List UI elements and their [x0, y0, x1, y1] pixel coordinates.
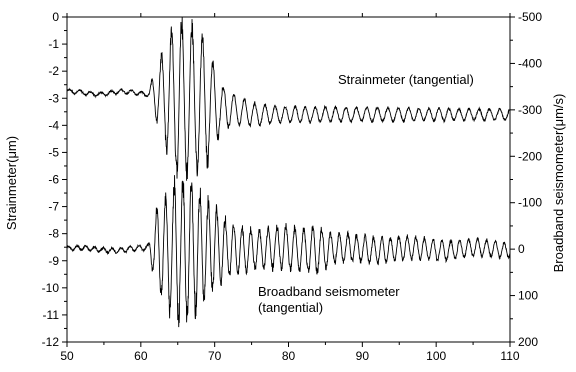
- right-tick-label: -500: [518, 10, 542, 24]
- seismometer-annotation-line1: Broadband seismometer: [258, 284, 400, 299]
- left-tick-label: -2: [48, 64, 59, 78]
- x-tick-label: 70: [208, 349, 222, 363]
- left-tick-label: -11: [43, 308, 60, 322]
- plot-labels: Strainmeter(μm) Broadband seismometer(μm…: [4, 72, 566, 315]
- right-tick-label: -300: [518, 103, 542, 117]
- right-axis-label: Broadband seismometer(μm/s): [551, 94, 566, 273]
- right-tick-label: -100: [518, 196, 542, 210]
- right-tick-label: -400: [518, 56, 542, 70]
- left-tick-label: -5: [48, 145, 59, 159]
- seismometer-series-line: [66, 175, 511, 328]
- left-tick-label: -3: [48, 91, 59, 105]
- strainmeter-series-line: [66, 17, 511, 181]
- left-axis-label: Strainmeter(μm): [4, 136, 19, 230]
- left-tick-label: -12: [42, 335, 60, 349]
- left-tick-label: -10: [42, 281, 60, 295]
- left-tick-label: -7: [48, 200, 59, 214]
- x-tick-label: 110: [500, 349, 519, 363]
- left-tick-label: -1: [48, 37, 59, 51]
- plot-axes: 50 60 70 80 90 100 110 0 -1 -2 -3 -4 -5 -6 -7 -8 -9 -10 -1…: [42, 10, 543, 363]
- right-tick-label: 100: [518, 289, 538, 303]
- strainmeter-annotation: Strainmeter (tangential): [338, 72, 474, 87]
- left-tick-label: -9: [48, 254, 59, 268]
- right-tick-label: -200: [518, 149, 542, 163]
- x-tick-label: 80: [282, 349, 296, 363]
- seismometer-annotation-line2: (tangential): [258, 300, 323, 315]
- right-tick-label: 200: [518, 335, 538, 349]
- left-tick-label: -6: [48, 173, 59, 187]
- left-tick-label: 0: [52, 10, 59, 24]
- x-tick-label: 100: [426, 349, 446, 363]
- plot-series: [66, 17, 511, 328]
- x-tick-label: 90: [356, 349, 370, 363]
- left-tick-label: -8: [48, 227, 59, 241]
- x-tick-label: 60: [134, 349, 148, 363]
- right-tick-label: 0: [518, 242, 525, 256]
- x-tick-label: 50: [60, 349, 74, 363]
- left-tick-label: -4: [48, 118, 59, 132]
